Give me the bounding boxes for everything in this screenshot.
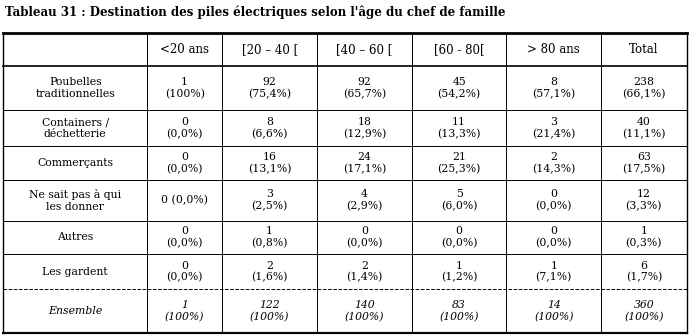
Text: 140
(100%): 140 (100%) (345, 300, 384, 322)
Text: Tableau 31 : Destination des piles électriques selon l'âge du chef de famille: Tableau 31 : Destination des piles élect… (5, 5, 505, 18)
Text: <20 ans: <20 ans (160, 43, 209, 56)
Text: 1
(0,8%): 1 (0,8%) (251, 226, 288, 249)
Text: 1
(7,1%): 1 (7,1%) (535, 261, 572, 282)
Text: Ne sait pas à qui
les donner: Ne sait pas à qui les donner (29, 189, 121, 212)
Text: 5
(6,0%): 5 (6,0%) (441, 190, 477, 211)
Text: [40 – 60 [: [40 – 60 [ (336, 43, 393, 56)
Text: Total: Total (629, 43, 659, 56)
Text: 0
(0,0%): 0 (0,0%) (166, 152, 203, 174)
Text: 92
(65,7%): 92 (65,7%) (343, 77, 386, 99)
Text: [20 – 40 [: [20 – 40 [ (241, 43, 298, 56)
Text: 3
(21,4%): 3 (21,4%) (532, 117, 575, 139)
Text: 45
(54,2%): 45 (54,2%) (437, 77, 481, 99)
Text: 1
(100%): 1 (100%) (165, 77, 205, 99)
Text: 24
(17,1%): 24 (17,1%) (343, 152, 386, 174)
Text: 0
(0,0%): 0 (0,0%) (535, 226, 572, 249)
Text: Les gardent: Les gardent (43, 267, 108, 276)
Text: 18
(12,9%): 18 (12,9%) (343, 117, 386, 139)
Text: 0
(0,0%): 0 (0,0%) (166, 226, 203, 249)
Text: 0
(0,0%): 0 (0,0%) (535, 190, 572, 211)
Text: 0
(0,0%): 0 (0,0%) (441, 226, 477, 249)
Text: 63
(17,5%): 63 (17,5%) (622, 152, 665, 174)
Text: Commerçants: Commerçants (37, 158, 113, 168)
Text: 2
(1,6%): 2 (1,6%) (251, 261, 288, 282)
Text: 4
(2,9%): 4 (2,9%) (346, 190, 382, 211)
Text: > 80 ans: > 80 ans (527, 43, 580, 56)
Text: 2
(1,4%): 2 (1,4%) (346, 261, 382, 282)
Text: 122
(100%): 122 (100%) (250, 300, 289, 322)
Text: 1
(0,3%): 1 (0,3%) (626, 226, 662, 249)
Text: 1
(100%): 1 (100%) (165, 300, 204, 322)
Text: Autres: Autres (57, 232, 93, 243)
Text: 12
(3,3%): 12 (3,3%) (626, 190, 662, 211)
Text: 6
(1,7%): 6 (1,7%) (626, 261, 662, 282)
Text: 0
(0,0%): 0 (0,0%) (166, 261, 203, 282)
Text: 92
(75,4%): 92 (75,4%) (248, 77, 291, 99)
Text: 0 (0,0%): 0 (0,0%) (161, 195, 208, 206)
Text: Ensemble: Ensemble (48, 306, 102, 316)
Text: Poubelles
traditionnelles: Poubelles traditionnelles (35, 77, 115, 99)
Text: Containers /
déchetterie: Containers / déchetterie (41, 117, 109, 139)
Text: 8
(6,6%): 8 (6,6%) (251, 117, 288, 139)
Text: 360
(100%): 360 (100%) (624, 300, 664, 322)
Text: 3
(2,5%): 3 (2,5%) (252, 190, 288, 211)
Text: [60 - 80[: [60 - 80[ (434, 43, 484, 56)
Text: 40
(11,1%): 40 (11,1%) (622, 117, 666, 139)
Text: 0
(0,0%): 0 (0,0%) (346, 226, 383, 249)
Text: 2
(14,3%): 2 (14,3%) (532, 152, 575, 174)
Text: 11
(13,3%): 11 (13,3%) (437, 117, 481, 139)
Text: 83
(100%): 83 (100%) (440, 300, 479, 322)
Text: 16
(13,1%): 16 (13,1%) (248, 152, 291, 174)
Text: 1
(1,2%): 1 (1,2%) (441, 261, 477, 282)
Text: 238
(66,1%): 238 (66,1%) (622, 77, 666, 99)
Text: 8
(57,1%): 8 (57,1%) (532, 77, 575, 99)
Text: 0
(0,0%): 0 (0,0%) (166, 117, 203, 139)
Text: 21
(25,3%): 21 (25,3%) (437, 152, 481, 174)
Text: 14
(100%): 14 (100%) (534, 300, 573, 322)
